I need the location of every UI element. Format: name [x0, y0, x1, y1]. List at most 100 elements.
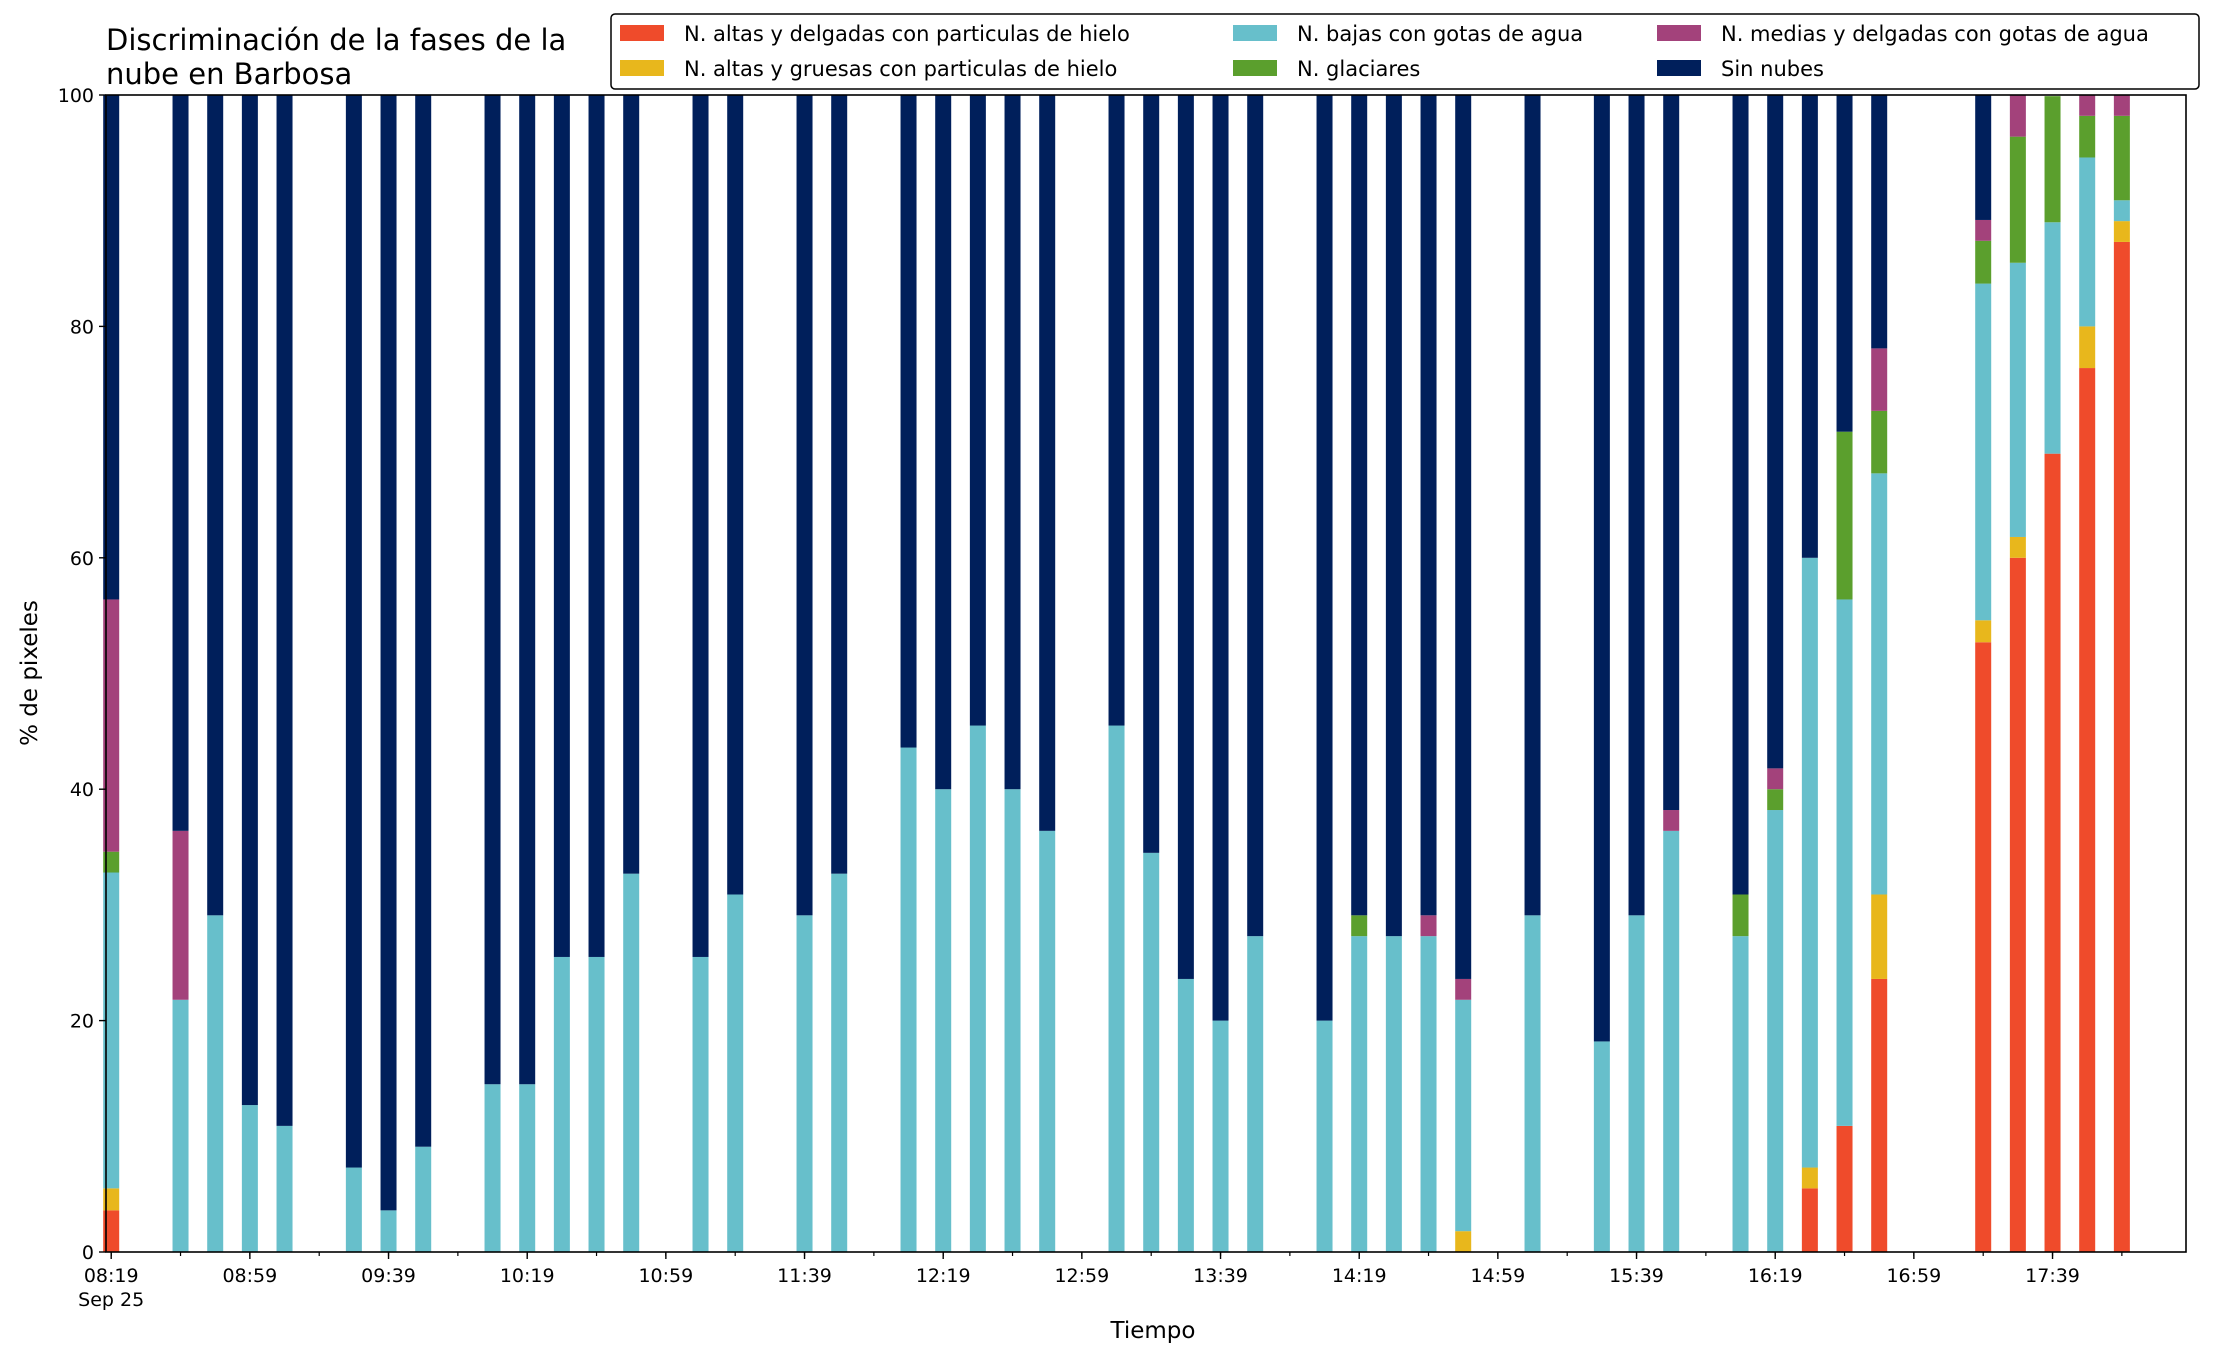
bars-layer [103, 95, 2130, 1252]
legend-frame [610, 13, 2200, 90]
y-axis-label: % de pixeles [17, 600, 43, 746]
bar-segment-s5-t47 [1732, 95, 1749, 895]
bar-segment-s4-t58 [2113, 95, 2130, 116]
legend-label: Sin nubes [1721, 57, 1824, 81]
bar-segment-s5-t7 [345, 95, 362, 1168]
bar-segment-s2-t47 [1732, 936, 1749, 1252]
bar-segment-s2-t31 [1177, 978, 1194, 1252]
y-tick-label: 100 [58, 85, 94, 107]
bar-segment-s5-t11 [484, 95, 501, 1085]
bar-segment-s2-t25 [969, 725, 986, 1252]
bar-segment-s5-t8 [380, 95, 397, 1211]
bar-segment-s5-t30 [1143, 95, 1160, 853]
bar-segment-s5-t5 [276, 95, 293, 1126]
bar-segment-s2-t15 [623, 873, 640, 1252]
bar-segment-s5-t0 [103, 95, 120, 600]
bar-segment-s0-t0 [103, 1210, 120, 1252]
legend-label: N. medias y delgadas con gotas de agua [1721, 22, 2149, 46]
bar-segment-s2-t41 [1524, 915, 1541, 1252]
bar-segment-s4-t0 [103, 599, 120, 852]
y-tick-label: 40 [70, 779, 94, 801]
x-tick-label: 10:19 [500, 1265, 555, 1287]
bar-segment-s2-t44 [1628, 915, 1645, 1252]
legend-label: N. altas y delgadas con particulas de hi… [684, 22, 1130, 46]
legend-label: N. altas y gruesas con particulas de hie… [684, 57, 1117, 81]
x-tick-label: 16:19 [1748, 1265, 1803, 1287]
bar-segment-s5-t18 [727, 95, 744, 895]
bar-segment-s1-t54 [1975, 620, 1992, 643]
bar-segment-s2-t57 [2079, 157, 2096, 327]
bar-segment-s5-t3 [207, 95, 224, 916]
legend-swatch [1657, 25, 1701, 41]
bar-segment-s5-t49 [1801, 95, 1818, 558]
chart-title-line-1: Discriminación de la fases de la [106, 23, 566, 57]
legend-swatch [1233, 25, 1277, 41]
x-tick-label: 17:39 [2025, 1265, 2080, 1287]
bar-segment-s5-t39 [1455, 95, 1472, 979]
bar-segment-s5-t29 [1108, 95, 1125, 726]
bar-segment-s5-t51 [1871, 95, 1888, 349]
bar-segment-s0-t49 [1801, 1188, 1818, 1252]
bar-segment-s5-t25 [969, 95, 986, 726]
x-tick-label: 09:39 [361, 1265, 416, 1287]
bar-segment-s3-t48 [1767, 789, 1784, 811]
bar-segment-s3-t54 [1975, 240, 1992, 284]
bar-segment-s5-t35 [1316, 95, 1333, 1021]
legend-swatch [1233, 60, 1277, 76]
bar-segment-s5-t44 [1628, 95, 1645, 916]
bar-segment-s0-t56 [2044, 453, 2061, 1252]
chart-title-line-2: nube en Barbosa [106, 57, 352, 91]
bar-segment-s2-t45 [1663, 830, 1680, 1252]
bar-segment-s4-t54 [1975, 219, 1992, 241]
x-tick-label: 14:59 [1470, 1265, 1525, 1287]
bar-segment-s2-t56 [2044, 222, 2061, 454]
bar-segment-s0-t54 [1975, 642, 1992, 1252]
bar-segment-s5-t9 [415, 95, 432, 1147]
bar-segment-s1-t57 [2079, 326, 2096, 369]
bar-segment-s1-t0 [103, 1188, 120, 1211]
bar-segment-s3-t36 [1351, 915, 1368, 937]
bar-segment-s5-t36 [1351, 95, 1368, 916]
bar-segment-s5-t17 [692, 95, 709, 957]
bar-segment-s5-t54 [1975, 95, 1992, 220]
x-tick-label: 15:39 [1609, 1265, 1664, 1287]
y-tick-label: 20 [70, 1011, 94, 1033]
bar-segment-s2-t21 [831, 873, 848, 1252]
bar-segment-s2-t11 [484, 1084, 501, 1252]
bar-segment-s3-t55 [2009, 136, 2026, 263]
bar-segment-s5-t33 [1247, 95, 1264, 937]
bar-segment-s2-t23 [900, 747, 917, 1252]
bar-segment-s5-t32 [1212, 95, 1229, 1021]
bar-segment-s2-t9 [415, 1146, 432, 1252]
bar-segment-s2-t54 [1975, 283, 1992, 621]
bar-segment-s0-t50 [1836, 1125, 1853, 1252]
bar-segment-s5-t20 [796, 95, 813, 916]
bar-segment-s2-t5 [276, 1125, 293, 1252]
bar-segment-s2-t38 [1420, 936, 1437, 1252]
bar-segment-s0-t55 [2009, 557, 2026, 1252]
bar-segment-s2-t51 [1871, 473, 1888, 895]
bar-segment-s2-t20 [796, 915, 813, 1252]
x-tick-sublabel: Sep 25 [78, 1289, 144, 1311]
bar-segment-s2-t13 [553, 956, 570, 1252]
bar-segment-s1-t49 [1801, 1167, 1818, 1189]
bar-segment-s5-t31 [1177, 95, 1194, 979]
bar-segment-s3-t56 [2044, 96, 2061, 223]
bar-segment-s2-t2 [172, 999, 189, 1252]
bar-segment-s2-t7 [345, 1167, 362, 1252]
x-tick-label: 08:19 [84, 1265, 139, 1287]
bar-segment-s3-t47 [1732, 894, 1749, 937]
legend-swatch [1657, 60, 1701, 76]
bar-segment-s2-t43 [1593, 1041, 1610, 1252]
bar-segment-s4-t57 [2079, 95, 2096, 116]
bar-segment-s2-t14 [588, 956, 605, 1252]
bar-segment-s0-t58 [2113, 241, 2130, 1252]
bar-segment-s4-t55 [2009, 95, 2026, 137]
bar-segment-s2-t32 [1212, 1020, 1229, 1252]
bar-segment-s1-t55 [2009, 536, 2026, 558]
bar-segment-s1-t39 [1455, 1231, 1472, 1252]
bar-segment-s2-t0 [103, 872, 120, 1189]
bar-segment-s2-t17 [692, 956, 709, 1252]
bar-segment-s5-t4 [241, 95, 258, 1106]
